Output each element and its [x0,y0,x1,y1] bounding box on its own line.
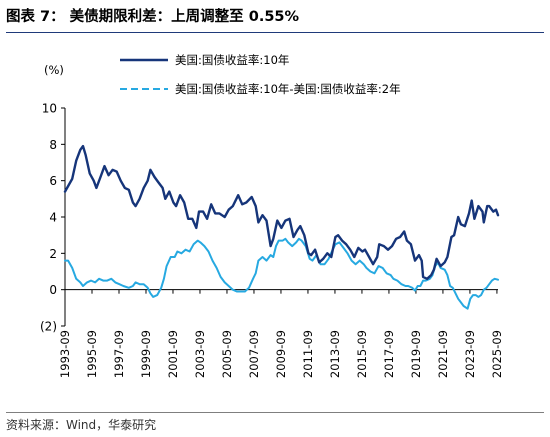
x-tick-label: 1999-09 [139,330,153,378]
chart-legend: 美国:国债收益率:10年 美国:国债收益率:10年-美国:国债收益率:2年 [120,53,401,96]
y-tick-label: (2) [40,320,57,334]
chart-axes: (2) 0 2 4 6 8 10 1993-09 1995-09 1997-09 1999-09 20… [40,102,504,379]
x-tick-label: 2009-09 [274,330,288,378]
yield-spread-chart: 美国:国债收益率:10年 美国:国债收益率:10年-美国:国债收益率:2年 (%… [40,53,504,379]
series-line-10y-2y-spread [64,237,499,310]
x-tick-label: 2019-09 [409,330,423,378]
x-tick-label: 1997-09 [112,330,126,378]
y-tick-label: 6 [49,174,57,188]
x-tick-label: 2017-09 [382,330,396,378]
chart-lines [63,144,500,310]
x-tick-label: 2001-09 [166,330,180,378]
series-line-10y-yield [63,144,500,280]
legend-label-10y-2y-spread: 美国:国债收益率:10年-美国:国债收益率:2年 [175,82,401,96]
title-divider [6,32,544,33]
y-axis-unit-label: (%) [44,63,64,77]
x-tick-label: 2015-09 [355,330,369,378]
source-note: 资料来源：Wind，华泰研究 [6,418,157,432]
y-tick-label: 2 [49,247,57,261]
footer-divider [6,412,544,413]
x-tick-label: 2003-09 [193,330,207,378]
x-tick-label: 1995-09 [85,330,99,378]
x-tick-label: 1993-09 [58,330,72,378]
legend-label-10y-yield: 美国:国债收益率:10年 [175,53,289,67]
chart-title: 图表 7： 美债期限利差：上周调整至 0.55% [6,9,300,25]
x-tick-label: 2013-09 [328,330,342,378]
x-tick-label: 2007-09 [247,330,261,378]
y-tick-label: 4 [49,211,57,225]
y-tick-label: 10 [42,102,57,116]
x-tick-label: 2023-09 [463,330,477,378]
x-tick-label: 2011-09 [301,330,315,378]
x-tick-label: 2021-09 [436,330,450,378]
y-tick-label: 0 [49,283,57,297]
y-tick-label: 8 [49,138,57,152]
x-tick-label: 2025-09 [490,330,504,378]
x-tick-label: 2005-09 [220,330,234,378]
